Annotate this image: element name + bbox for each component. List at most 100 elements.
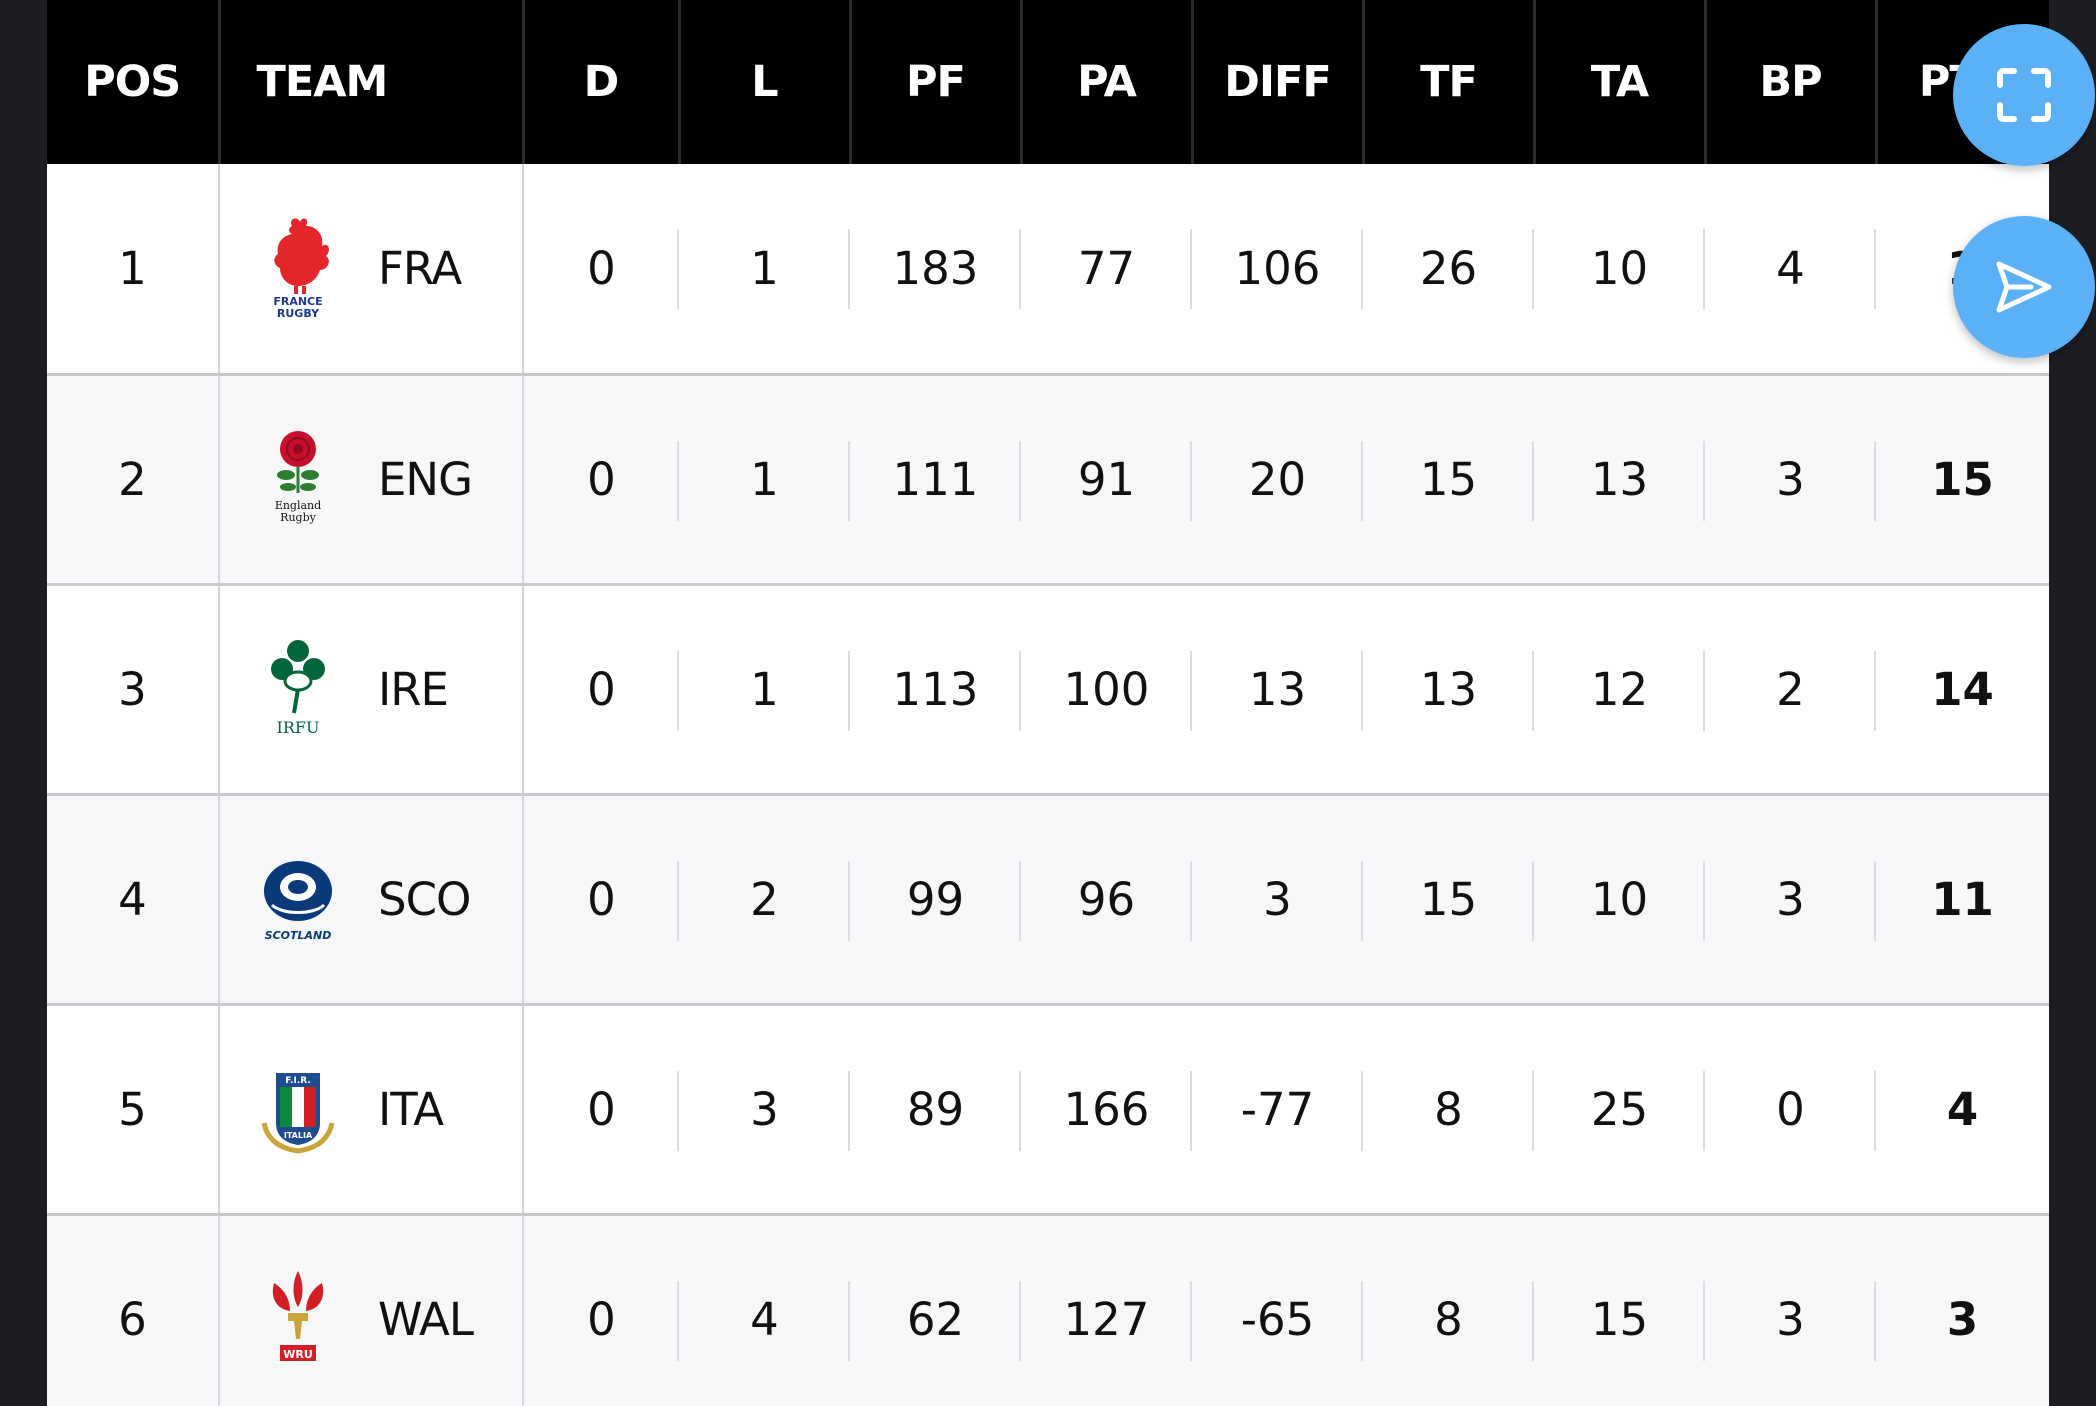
cell-pf: 99 xyxy=(850,794,1021,1004)
cell-pf: 62 xyxy=(850,1214,1021,1406)
cell-diff: -77 xyxy=(1192,1004,1363,1214)
cell-ta: 10 xyxy=(1534,164,1705,374)
svg-text:IRFU: IRFU xyxy=(277,718,320,737)
cell-l: 1 xyxy=(679,374,850,584)
cell-d: 0 xyxy=(523,794,679,1004)
send-button[interactable] xyxy=(1953,216,2095,358)
team-code[interactable]: ENG xyxy=(378,452,473,506)
svg-text:ITALIA: ITALIA xyxy=(284,1131,313,1140)
header-team[interactable]: TEAM xyxy=(219,0,525,164)
cell-l: 1 xyxy=(679,164,850,374)
table-row[interactable]: 3 IRFU IRE 0 1 xyxy=(47,584,2049,794)
svg-text:FRANCE: FRANCE xyxy=(273,295,322,308)
cell-pa: 127 xyxy=(1021,1214,1192,1406)
cell-pos: 5 xyxy=(47,1004,220,1214)
table-row[interactable]: 4 SCOTLAND SCO 0 2 99 xyxy=(47,794,2049,1004)
table-row[interactable]: 6 WRU WAL xyxy=(47,1214,2049,1406)
cell-bp: 3 xyxy=(1705,794,1876,1004)
header-diff[interactable]: DIFF xyxy=(1192,0,1365,164)
cell-ta: 10 xyxy=(1534,794,1705,1004)
cell-diff: 3 xyxy=(1192,794,1363,1004)
cell-pts: 3 xyxy=(1946,1292,1979,1346)
cell-tf: 8 xyxy=(1363,1004,1534,1214)
cell-d: 0 xyxy=(523,1214,679,1406)
expand-button[interactable] xyxy=(1953,24,2095,166)
cell-pf: 111 xyxy=(850,374,1021,584)
cell-diff: 13 xyxy=(1192,584,1363,794)
svg-text:RUGBY: RUGBY xyxy=(277,307,320,320)
team-code[interactable]: ITA xyxy=(378,1082,444,1136)
cell-pos: 2 xyxy=(47,374,220,584)
header-pf[interactable]: PF xyxy=(850,0,1023,164)
cell-l: 4 xyxy=(679,1214,850,1406)
cell-pf: 89 xyxy=(850,1004,1021,1214)
header-ta[interactable]: TA xyxy=(1534,0,1707,164)
cell-d: 0 xyxy=(523,1004,679,1214)
cell-bp: 2 xyxy=(1705,584,1876,794)
table-row[interactable]: 5 F.I.R. ITALIA ITA xyxy=(47,1004,2049,1214)
header-l[interactable]: L xyxy=(679,0,852,164)
cell-pa: 100 xyxy=(1021,584,1192,794)
cell-pf: 183 xyxy=(850,164,1021,374)
table-row[interactable]: 2 England Rugby xyxy=(47,374,2049,584)
header-bp[interactable]: BP xyxy=(1705,0,1878,164)
svg-text:England: England xyxy=(275,499,321,512)
table-row[interactable]: 1 FRANCE RUGBY FRA 0 1 18 xyxy=(47,164,2049,374)
cell-diff: -65 xyxy=(1192,1214,1363,1406)
header-d[interactable]: D xyxy=(523,0,681,164)
standings-frame: POS TEAM D L PF PA DIFF TF TA BP PTS 1 xyxy=(47,0,2049,1406)
cell-bp: 4 xyxy=(1705,164,1876,374)
cell-tf: 26 xyxy=(1363,164,1534,374)
header-pa[interactable]: PA xyxy=(1021,0,1194,164)
cell-pa: 96 xyxy=(1021,794,1192,1004)
cell-pa: 166 xyxy=(1021,1004,1192,1214)
cell-pos: 6 xyxy=(47,1214,220,1406)
england-rugby-logo: England Rugby xyxy=(275,431,321,524)
svg-text:SCOTLAND: SCOTLAND xyxy=(265,929,332,942)
cell-tf: 15 xyxy=(1363,374,1534,584)
cell-team: F.I.R. ITALIA ITA xyxy=(219,1004,524,1214)
irfu-logo: IRFU xyxy=(271,640,325,737)
cell-ta: 25 xyxy=(1534,1004,1705,1214)
header-tf[interactable]: TF xyxy=(1363,0,1536,164)
cell-team: England Rugby ENG xyxy=(219,374,524,584)
cell-pts: 14 xyxy=(1931,662,1994,716)
cell-team: FRANCE RUGBY FRA xyxy=(219,164,524,374)
cell-tf: 13 xyxy=(1363,584,1534,794)
cell-ta: 13 xyxy=(1534,374,1705,584)
cell-ta: 15 xyxy=(1534,1214,1705,1406)
team-code[interactable]: FRA xyxy=(378,241,462,295)
svg-text:Rugby: Rugby xyxy=(280,511,316,524)
cell-team: SCOTLAND SCO xyxy=(219,794,524,1004)
team-code[interactable]: WAL xyxy=(378,1292,474,1346)
italy-fir-logo: F.I.R. ITALIA xyxy=(261,1073,335,1154)
cell-tf: 8 xyxy=(1363,1214,1534,1406)
cell-l: 1 xyxy=(679,584,850,794)
cell-diff: 20 xyxy=(1192,374,1363,584)
cell-bp: 3 xyxy=(1705,374,1876,584)
cell-team: IRFU IRE xyxy=(219,584,524,794)
team-code[interactable]: SCO xyxy=(378,872,471,926)
scotland-rugby-logo: SCOTLAND xyxy=(264,861,332,942)
cell-pts: 15 xyxy=(1931,452,1994,506)
cell-d: 0 xyxy=(523,584,679,794)
cell-diff: 106 xyxy=(1192,164,1363,374)
svg-text:WRU: WRU xyxy=(283,1348,313,1361)
cell-pa: 91 xyxy=(1021,374,1192,584)
cell-l: 3 xyxy=(679,1004,850,1214)
svg-text:F.I.R.: F.I.R. xyxy=(285,1076,311,1086)
cell-pa: 77 xyxy=(1021,164,1192,374)
header-row: POS TEAM D L PF PA DIFF TF TA BP PTS xyxy=(47,0,2049,164)
cell-pos: 4 xyxy=(47,794,220,1004)
cell-pts: 11 xyxy=(1931,872,1994,926)
team-code[interactable]: IRE xyxy=(378,662,449,716)
cell-team: WRU WAL xyxy=(219,1214,524,1406)
cell-pts: 4 xyxy=(1946,1082,1979,1136)
header-pos[interactable]: POS xyxy=(47,0,221,164)
cell-bp: 0 xyxy=(1705,1004,1876,1214)
cell-pf: 113 xyxy=(850,584,1021,794)
cell-tf: 15 xyxy=(1363,794,1534,1004)
cell-d: 0 xyxy=(523,164,679,374)
cell-l: 2 xyxy=(679,794,850,1004)
cell-pos: 3 xyxy=(47,584,220,794)
